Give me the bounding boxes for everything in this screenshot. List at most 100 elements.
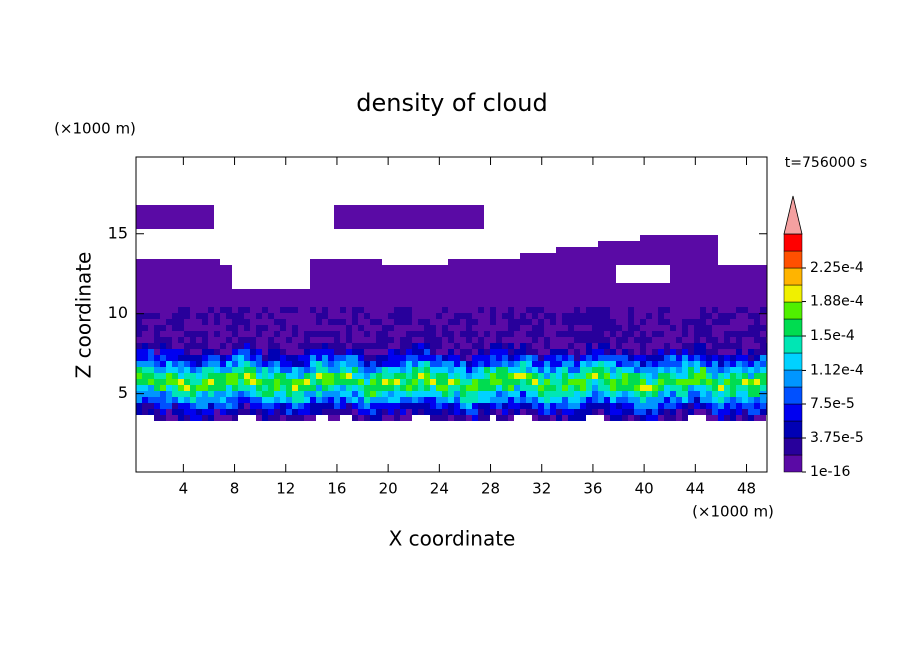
contour-cell bbox=[544, 409, 550, 415]
contour-cell bbox=[574, 277, 580, 283]
contour-cell bbox=[316, 409, 322, 415]
contour-cell bbox=[178, 307, 184, 313]
contour-cell bbox=[550, 409, 556, 415]
contour-cell bbox=[160, 337, 166, 343]
contour-cell bbox=[706, 277, 712, 283]
contour-cell bbox=[430, 223, 436, 229]
contour-cell bbox=[160, 373, 166, 379]
contour-cell bbox=[634, 361, 640, 367]
contour-cell bbox=[664, 367, 670, 373]
contour-cell bbox=[148, 313, 154, 319]
contour-cell bbox=[616, 325, 622, 331]
contour-cell bbox=[724, 307, 730, 313]
contour-cell bbox=[412, 265, 418, 271]
contour-cell bbox=[472, 223, 478, 229]
contour-cell bbox=[616, 379, 622, 385]
contour-cell bbox=[466, 301, 472, 307]
contour-cell bbox=[682, 247, 688, 253]
contour-cell bbox=[616, 385, 622, 391]
contour-cell bbox=[418, 361, 424, 367]
contour-cell bbox=[472, 277, 478, 283]
contour-cell bbox=[694, 373, 700, 379]
contour-cell bbox=[760, 367, 766, 373]
contour-cell bbox=[202, 295, 208, 301]
contour-cell bbox=[328, 319, 334, 325]
contour-cell bbox=[202, 223, 208, 229]
contour-cell bbox=[700, 295, 706, 301]
contour-cell bbox=[208, 265, 214, 271]
contour-cell bbox=[214, 355, 220, 361]
contour-cell bbox=[442, 403, 448, 409]
contour-cell bbox=[316, 397, 322, 403]
contour-cell bbox=[640, 349, 646, 355]
contour-cell bbox=[760, 277, 766, 283]
contour-cell bbox=[178, 373, 184, 379]
contour-cell bbox=[490, 373, 496, 379]
contour-cell bbox=[610, 247, 616, 253]
contour-cell bbox=[604, 307, 610, 313]
contour-cell bbox=[562, 313, 568, 319]
contour-cell bbox=[706, 265, 712, 271]
contour-cell bbox=[274, 409, 280, 415]
contour-cell bbox=[142, 313, 148, 319]
contour-cell bbox=[178, 295, 184, 301]
contour-cell bbox=[682, 253, 688, 259]
contour-cell bbox=[184, 319, 190, 325]
contour-cell bbox=[220, 307, 226, 313]
contour-cell bbox=[496, 391, 502, 397]
contour-cell bbox=[388, 361, 394, 367]
contour-cell bbox=[370, 205, 376, 211]
contour-cell bbox=[670, 289, 676, 295]
contour-cell bbox=[724, 337, 730, 343]
contour-cell bbox=[184, 343, 190, 349]
contour-cell bbox=[466, 325, 472, 331]
contour-cell bbox=[700, 265, 706, 271]
contour-cell bbox=[664, 319, 670, 325]
contour-cell bbox=[322, 325, 328, 331]
contour-cell bbox=[508, 277, 514, 283]
contour-cell bbox=[682, 337, 688, 343]
contour-cell bbox=[712, 319, 718, 325]
contour-cell bbox=[136, 349, 142, 355]
contour-cell bbox=[376, 385, 382, 391]
contour-cell bbox=[478, 217, 484, 223]
contour-cell bbox=[262, 379, 268, 385]
contour-cell bbox=[382, 283, 388, 289]
contour-cell bbox=[466, 331, 472, 337]
contour-cell bbox=[664, 253, 670, 259]
contour-cell bbox=[322, 331, 328, 337]
contour-cell bbox=[682, 361, 688, 367]
contour-cell bbox=[310, 397, 316, 403]
contour-cell bbox=[586, 355, 592, 361]
contour-cell bbox=[448, 409, 454, 415]
contour-cell bbox=[664, 361, 670, 367]
contour-cell bbox=[562, 361, 568, 367]
contour-cell bbox=[280, 391, 286, 397]
contour-cell bbox=[142, 337, 148, 343]
contour-cell bbox=[550, 403, 556, 409]
contour-cell bbox=[364, 349, 370, 355]
contour-cell bbox=[622, 391, 628, 397]
contour-cell bbox=[448, 307, 454, 313]
contour-cell bbox=[268, 301, 274, 307]
contour-cell bbox=[190, 349, 196, 355]
contour-cell bbox=[508, 289, 514, 295]
contour-cell bbox=[208, 343, 214, 349]
contour-cell bbox=[190, 409, 196, 415]
contour-cell bbox=[544, 289, 550, 295]
contour-cell bbox=[256, 355, 262, 361]
contour-cell bbox=[238, 361, 244, 367]
contour-cell bbox=[448, 391, 454, 397]
contour-cell bbox=[682, 295, 688, 301]
contour-cell bbox=[436, 379, 442, 385]
contour-cell bbox=[736, 379, 742, 385]
contour-cell bbox=[610, 295, 616, 301]
contour-cell bbox=[508, 343, 514, 349]
contour-cell bbox=[148, 409, 154, 415]
contour-cell bbox=[700, 319, 706, 325]
contour-cell bbox=[280, 319, 286, 325]
colorbar-band bbox=[783, 403, 803, 422]
contour-cell bbox=[598, 361, 604, 367]
contour-cell bbox=[244, 295, 250, 301]
contour-cell bbox=[160, 331, 166, 337]
